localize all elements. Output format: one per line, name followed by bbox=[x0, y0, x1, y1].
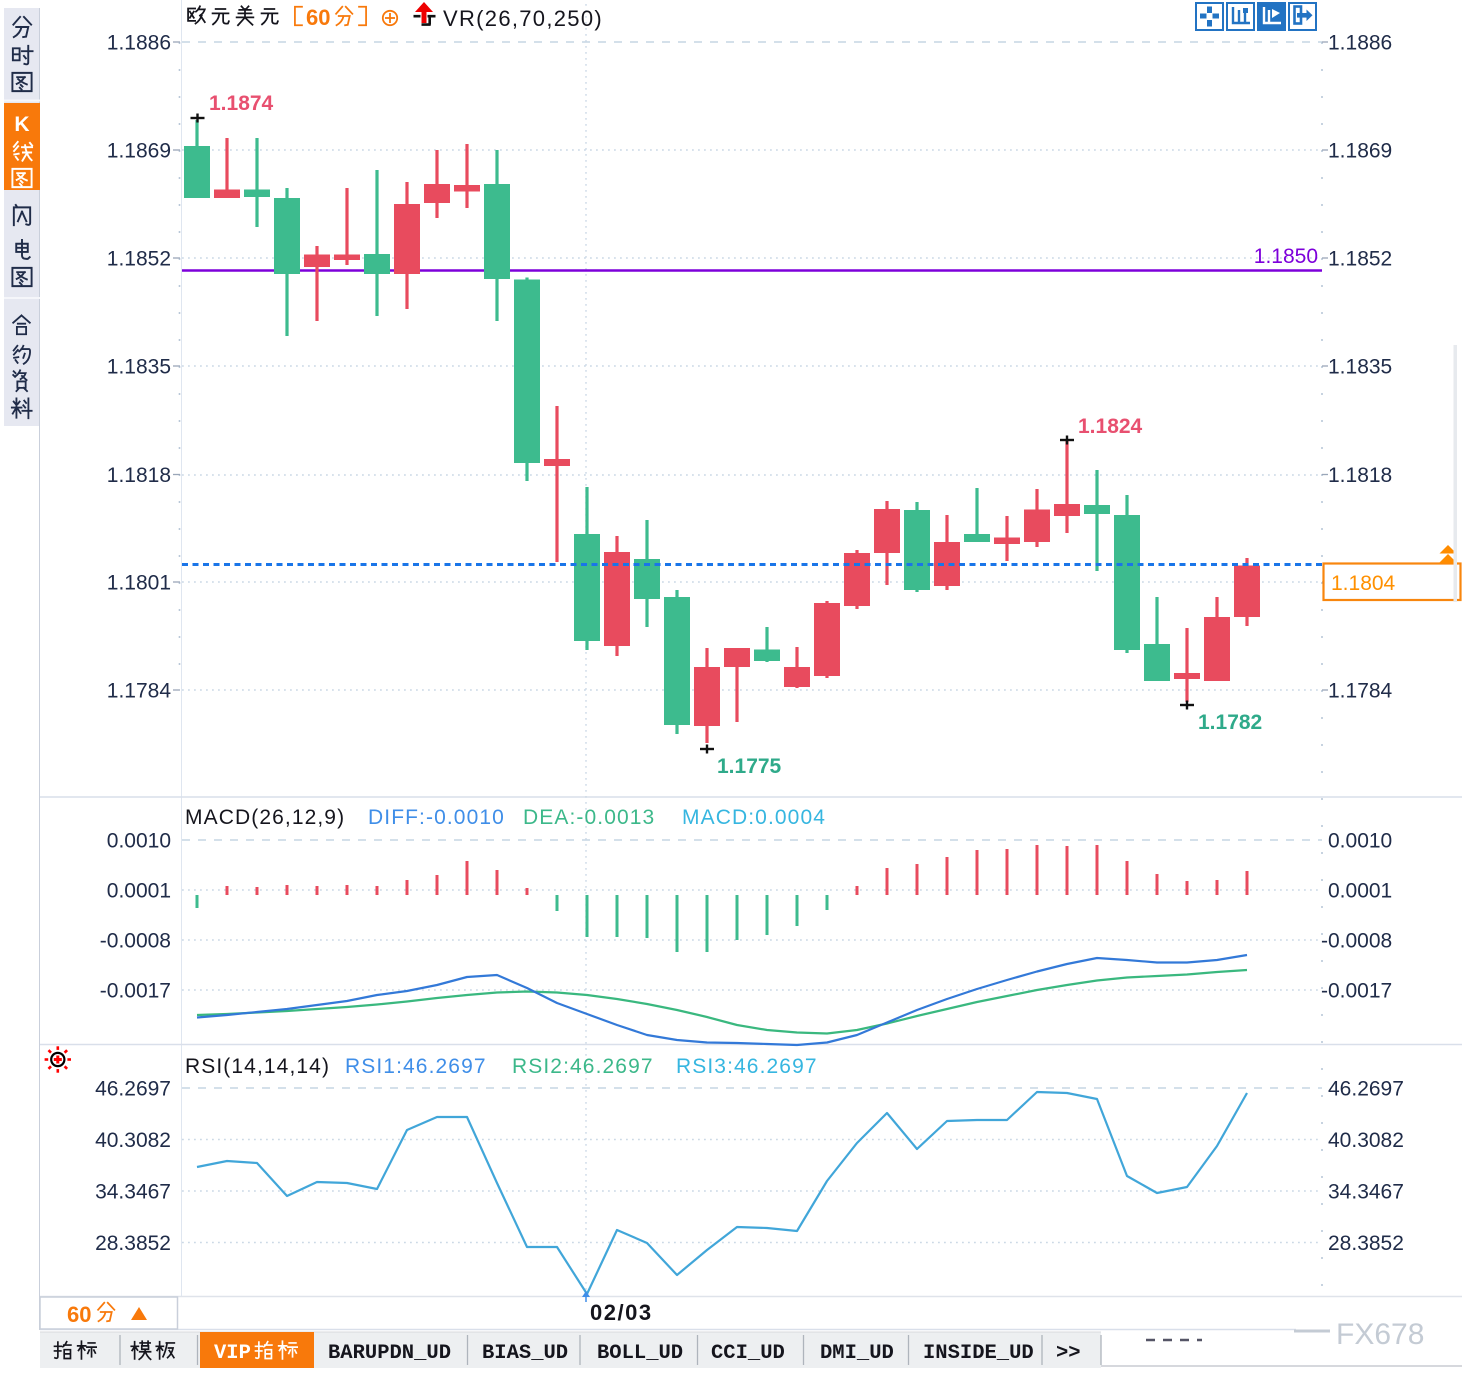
svg-text:34.3467: 34.3467 bbox=[95, 1181, 171, 1204]
svg-text:1.1869: 1.1869 bbox=[107, 140, 171, 163]
svg-text:RSI3:46.2697: RSI3:46.2697 bbox=[676, 1055, 818, 1078]
svg-text:K: K bbox=[14, 113, 29, 136]
svg-text:MACD:0.0004: MACD:0.0004 bbox=[682, 806, 826, 829]
svg-text:1.1886: 1.1886 bbox=[107, 32, 171, 55]
svg-text:MACD(26,12,9): MACD(26,12,9) bbox=[185, 806, 345, 829]
svg-text:34.3467: 34.3467 bbox=[1328, 1181, 1404, 1204]
svg-text:BIAS_UD: BIAS_UD bbox=[482, 1342, 568, 1365]
svg-text:>>: >> bbox=[1056, 1342, 1081, 1365]
svg-text:BOLL_UD: BOLL_UD bbox=[597, 1342, 683, 1365]
svg-text:DEA:-0.0013: DEA:-0.0013 bbox=[523, 806, 655, 829]
svg-text:BARUPDN_UD: BARUPDN_UD bbox=[328, 1342, 451, 1365]
svg-text:1.1869: 1.1869 bbox=[1328, 140, 1392, 163]
svg-text:1.1818: 1.1818 bbox=[1328, 464, 1392, 487]
svg-text:1.1874: 1.1874 bbox=[209, 92, 274, 115]
svg-text:1.1886: 1.1886 bbox=[1328, 32, 1392, 55]
svg-text:RSI1:46.2697: RSI1:46.2697 bbox=[345, 1055, 487, 1078]
svg-text:1.1824: 1.1824 bbox=[1078, 415, 1143, 438]
svg-text:RSI2:46.2697: RSI2:46.2697 bbox=[512, 1055, 654, 1078]
svg-text:46.2697: 46.2697 bbox=[95, 1078, 171, 1101]
svg-text:RSI(14,14,14): RSI(14,14,14) bbox=[185, 1055, 330, 1078]
svg-text:CCI_UD: CCI_UD bbox=[711, 1342, 785, 1365]
svg-text:1.1850: 1.1850 bbox=[1254, 245, 1318, 268]
svg-text:1.1782: 1.1782 bbox=[1198, 711, 1262, 734]
svg-text:1.1804: 1.1804 bbox=[1331, 572, 1396, 595]
svg-text:-0.0017: -0.0017 bbox=[100, 980, 171, 1003]
svg-text:-0.0017: -0.0017 bbox=[1321, 980, 1392, 1003]
svg-text:40.3082: 40.3082 bbox=[1328, 1129, 1404, 1152]
svg-text:0.0010: 0.0010 bbox=[107, 830, 171, 853]
svg-text:1.1835: 1.1835 bbox=[1328, 356, 1392, 379]
svg-text:DIFF:-0.0010: DIFF:-0.0010 bbox=[368, 806, 505, 829]
svg-text:40.3082: 40.3082 bbox=[95, 1129, 171, 1152]
svg-text:1.1784: 1.1784 bbox=[107, 680, 172, 703]
svg-text:0.0001: 0.0001 bbox=[107, 880, 171, 903]
svg-text:FX678: FX678 bbox=[1336, 1318, 1424, 1351]
svg-text:VIP: VIP bbox=[214, 1342, 251, 1365]
svg-text:1.1775: 1.1775 bbox=[717, 755, 782, 778]
svg-text:1.1801: 1.1801 bbox=[107, 572, 171, 595]
svg-text:0.0001: 0.0001 bbox=[1328, 880, 1392, 903]
svg-text:28.3852: 28.3852 bbox=[1328, 1232, 1404, 1255]
svg-text:60: 60 bbox=[306, 5, 330, 30]
svg-text:60: 60 bbox=[67, 1302, 91, 1327]
svg-text:1.1784: 1.1784 bbox=[1328, 680, 1393, 703]
svg-text:1.1818: 1.1818 bbox=[107, 464, 171, 487]
svg-text:1.1852: 1.1852 bbox=[1328, 248, 1392, 271]
svg-text:46.2697: 46.2697 bbox=[1328, 1078, 1404, 1101]
svg-text:VR(26,70,250): VR(26,70,250) bbox=[443, 6, 603, 31]
svg-text:1.1835: 1.1835 bbox=[107, 356, 171, 379]
svg-text:0.0010: 0.0010 bbox=[1328, 830, 1392, 853]
svg-text:DMI_UD: DMI_UD bbox=[820, 1342, 894, 1365]
svg-text:-0.0008: -0.0008 bbox=[100, 930, 171, 953]
svg-text:INSIDE_UD: INSIDE_UD bbox=[923, 1342, 1034, 1365]
svg-text:-0.0008: -0.0008 bbox=[1321, 930, 1392, 953]
svg-text:28.3852: 28.3852 bbox=[95, 1232, 171, 1255]
svg-text:02/03: 02/03 bbox=[590, 1300, 653, 1325]
svg-text:1.1852: 1.1852 bbox=[107, 248, 171, 271]
